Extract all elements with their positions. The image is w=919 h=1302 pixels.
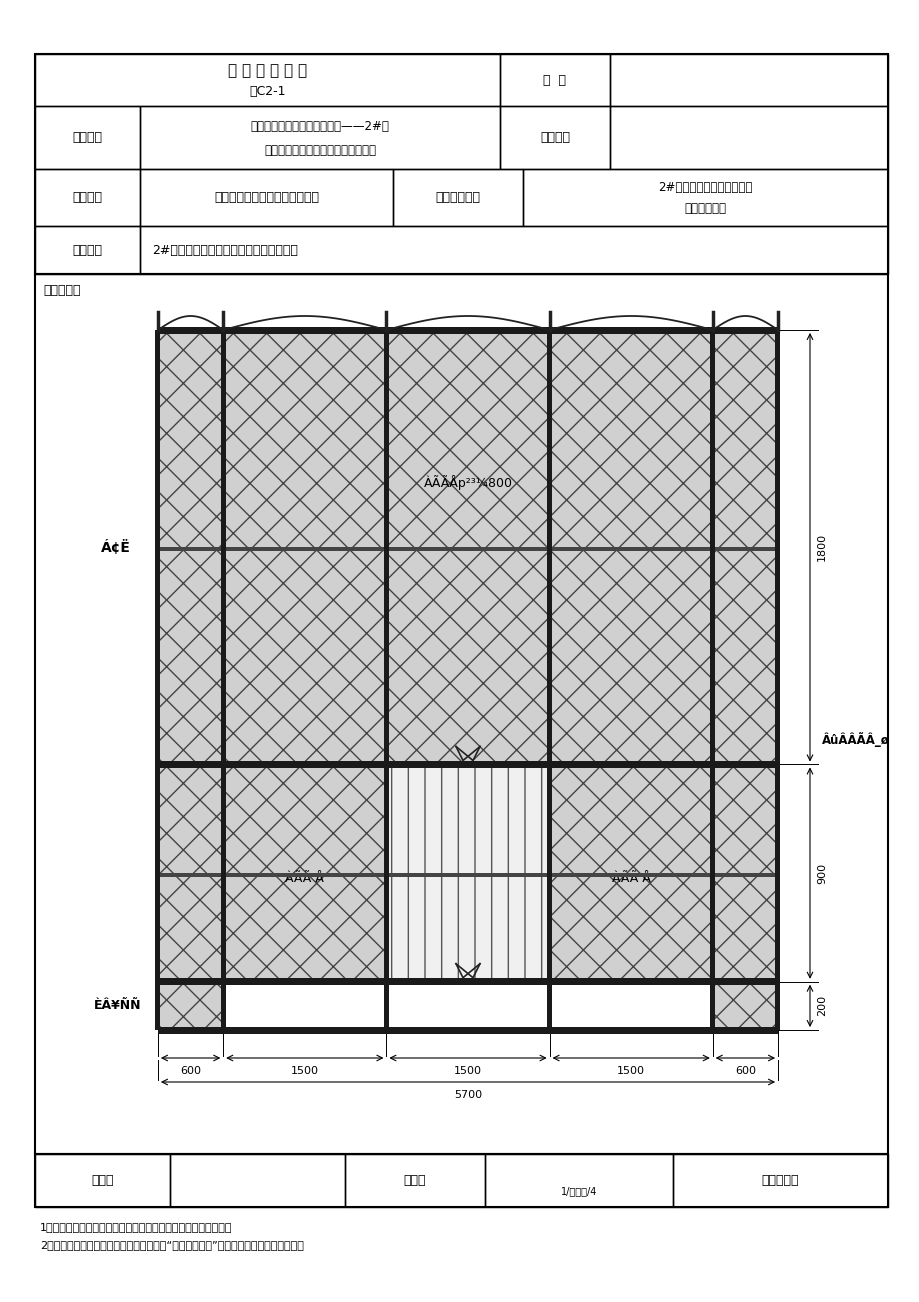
Text: 攀枝花市泰悦居项目一期工程——2#室: 攀枝花市泰悦居项目一期工程——2#室 xyxy=(250,120,389,133)
Bar xyxy=(155,329,160,1030)
Bar xyxy=(223,982,712,1030)
Bar xyxy=(35,105,140,169)
Text: 600: 600 xyxy=(180,1066,201,1075)
Bar xyxy=(499,53,609,105)
Text: 中国建筑一局（集团）有限公司: 中国建筑一局（集团）有限公司 xyxy=(214,191,319,204)
Bar xyxy=(345,1154,484,1207)
Text: 施工单位: 施工单位 xyxy=(73,191,102,204)
Bar xyxy=(484,1154,673,1207)
Bar xyxy=(609,53,887,105)
Text: 200: 200 xyxy=(816,995,826,1017)
Text: 2#室外电梯通道及护头棚脚手架技术交底: 2#室外电梯通道及护头棚脚手架技术交底 xyxy=(152,243,298,256)
Bar xyxy=(383,329,389,1030)
Text: 2．当做分项工程施工技术交底时，应填写“分项工程名称”栏，其他技术交底可不填写。: 2．当做分项工程施工技术交底时，应填写“分项工程名称”栏，其他技术交底可不填写。 xyxy=(40,1240,303,1250)
Bar xyxy=(35,53,887,273)
Text: 编  号: 编 号 xyxy=(543,73,566,86)
Bar xyxy=(712,764,777,982)
Bar xyxy=(35,169,140,227)
Bar xyxy=(549,329,712,764)
Text: ÀÃÃ Å: ÀÃÃ Å xyxy=(611,871,650,884)
Bar xyxy=(35,227,140,273)
Bar xyxy=(609,105,887,169)
Bar xyxy=(35,273,887,1154)
Text: 5700: 5700 xyxy=(453,1090,482,1100)
Text: 交底日期: 交底日期 xyxy=(539,132,570,145)
Bar xyxy=(223,764,712,982)
Bar xyxy=(522,169,887,227)
Bar xyxy=(673,1154,887,1207)
Bar xyxy=(158,764,223,982)
Text: 1500: 1500 xyxy=(617,1066,644,1075)
Bar xyxy=(158,329,223,764)
Bar xyxy=(35,1154,887,1207)
Bar xyxy=(386,764,549,982)
Text: ÂûÂÂÃÂ_ø: ÂûÂÂÃÂ_ø xyxy=(822,732,889,747)
Bar xyxy=(158,982,223,1030)
Bar xyxy=(392,169,522,227)
Bar xyxy=(709,329,714,1030)
Text: 交底内容：: 交底内容： xyxy=(43,285,81,297)
Text: 1．本表由施工单位填写，交底单位与接受交底单位各保存一份。: 1．本表由施工单位填写，交底单位与接受交底单位各保存一份。 xyxy=(40,1223,233,1232)
Bar xyxy=(386,329,549,764)
Text: 1800: 1800 xyxy=(816,534,826,561)
Bar xyxy=(158,547,777,551)
Text: 审核人: 审核人 xyxy=(91,1174,114,1187)
Text: 交底提要: 交底提要 xyxy=(73,243,102,256)
Text: ÈÂ¥ÑÑ: ÈÂ¥ÑÑ xyxy=(94,1000,142,1013)
Bar xyxy=(170,1154,345,1207)
Bar xyxy=(140,227,887,273)
Bar xyxy=(223,329,386,764)
Bar xyxy=(712,982,777,1030)
Bar xyxy=(158,1026,777,1034)
Text: 外电梯通道及护头棚脚手架施工方案: 外电梯通道及护头棚脚手架施工方案 xyxy=(264,143,376,156)
Bar xyxy=(775,329,779,1030)
Text: Á¢Ë: Á¢Ë xyxy=(101,540,130,555)
Text: 2#室外电梯通道及护头棚脚: 2#室外电梯通道及护头棚脚 xyxy=(658,181,752,194)
Bar xyxy=(221,329,225,1030)
Text: 接受交底人: 接受交底人 xyxy=(761,1174,799,1187)
Bar xyxy=(223,764,386,982)
Bar xyxy=(547,329,551,1030)
Bar xyxy=(158,760,777,768)
Bar xyxy=(35,53,499,105)
Text: ÀÃÃ Å: ÀÃÃ Å xyxy=(285,871,323,884)
Text: 1/页次第/4: 1/页次第/4 xyxy=(561,1186,596,1197)
Text: 1500: 1500 xyxy=(290,1066,319,1075)
Text: 工程名称: 工程名称 xyxy=(73,132,102,145)
Bar xyxy=(499,105,609,169)
Text: 表C2-1: 表C2-1 xyxy=(249,85,286,98)
Text: 1500: 1500 xyxy=(453,1066,482,1075)
Bar xyxy=(712,329,777,764)
Text: 分项工程名称: 分项工程名称 xyxy=(435,191,480,204)
Text: 手架施工方案: 手架施工方案 xyxy=(684,202,726,215)
Bar xyxy=(549,764,712,982)
Text: ÀÃÃÅp²³¼800: ÀÃÃÅp²³¼800 xyxy=(423,475,512,490)
Text: 600: 600 xyxy=(734,1066,755,1075)
Text: 交底人: 交底人 xyxy=(403,1174,425,1187)
Bar xyxy=(158,327,777,333)
Bar xyxy=(35,1154,170,1207)
Bar xyxy=(140,169,392,227)
Text: 900: 900 xyxy=(816,862,826,884)
Text: 技 术 交 底 记 录: 技 术 交 底 记 录 xyxy=(228,62,307,78)
Bar xyxy=(158,978,777,986)
Bar xyxy=(158,874,777,878)
Bar xyxy=(140,105,499,169)
